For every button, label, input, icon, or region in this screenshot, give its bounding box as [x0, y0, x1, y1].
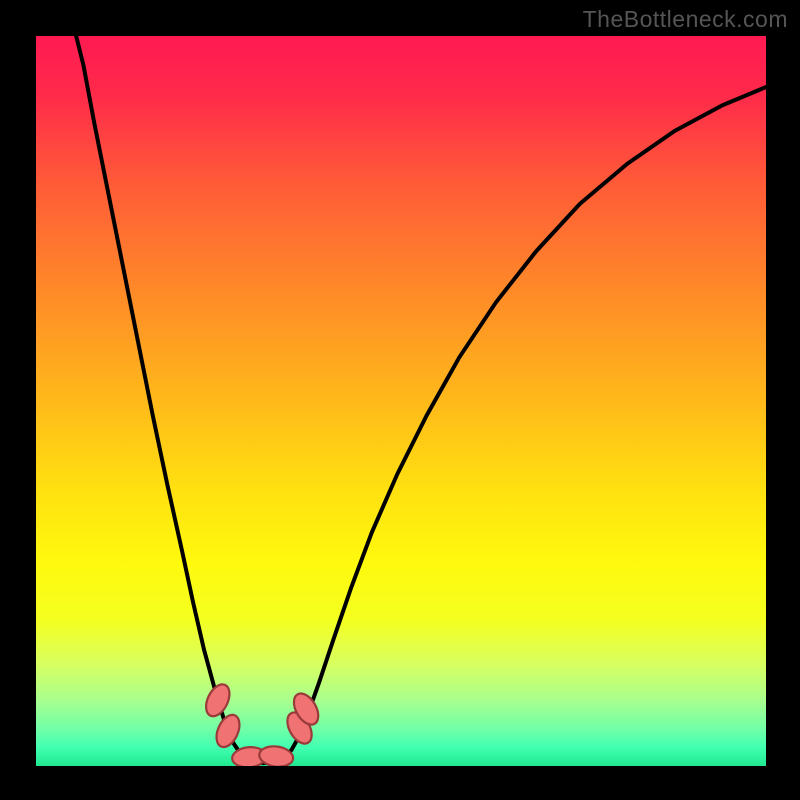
plot-area [36, 36, 766, 766]
chart-frame [0, 0, 800, 800]
highlight-marker [258, 744, 294, 766]
highlight-markers [201, 681, 323, 766]
highlight-marker [212, 711, 244, 750]
highlight-marker [201, 681, 234, 720]
watermark-text: TheBottleneck.com [583, 6, 788, 33]
curve-layer [36, 36, 766, 766]
bottleneck-curve [76, 36, 766, 763]
